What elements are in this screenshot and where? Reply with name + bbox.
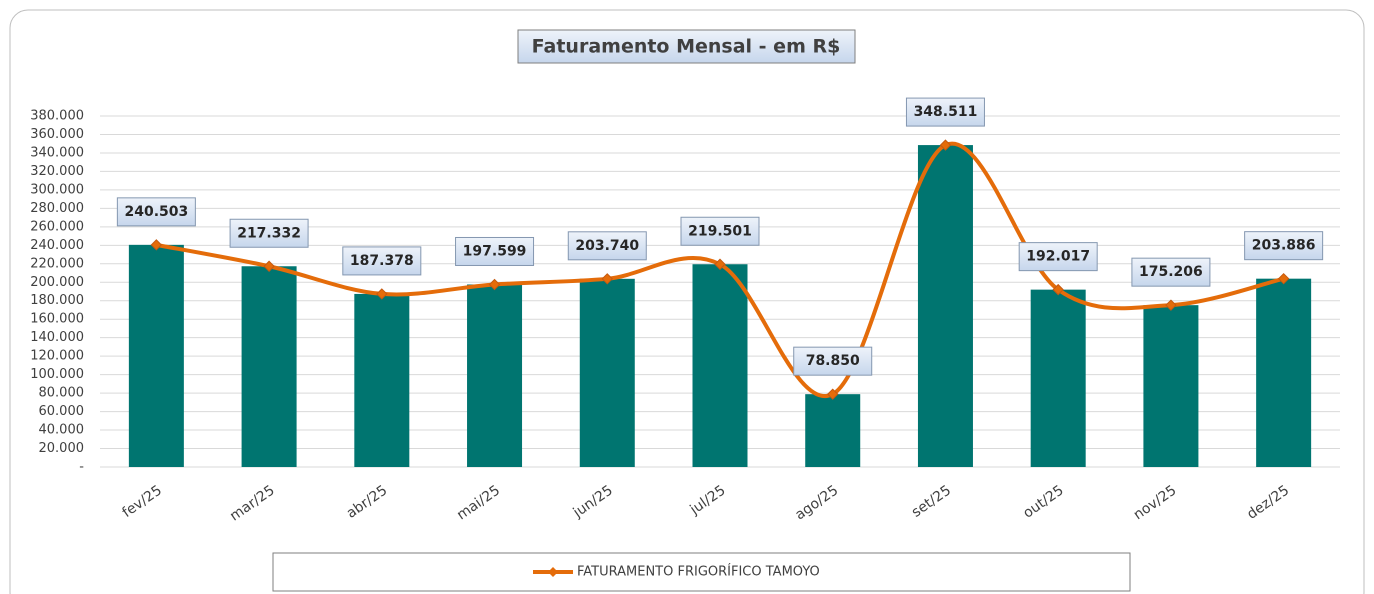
marker — [263, 260, 275, 272]
y-tick-label: 140.000 — [30, 330, 84, 345]
bar — [1256, 278, 1312, 467]
value-label-box — [567, 231, 647, 261]
marker — [1277, 272, 1290, 285]
value-label: 78.850 — [806, 353, 860, 369]
bar — [354, 293, 410, 467]
y-tick-label: - — [79, 460, 84, 475]
y-tick-label: 60.000 — [39, 404, 85, 419]
y-tick-label: 160.000 — [30, 312, 84, 327]
value-label: 192.017 — [1026, 249, 1090, 265]
value-label-box — [793, 346, 873, 376]
legend-label: FATURAMENTO FRIGORÍFICO TAMOYO — [577, 564, 820, 580]
y-tick-label: 320.000 — [30, 164, 84, 179]
marker — [150, 239, 163, 251]
y-tick-label: 240.000 — [30, 238, 84, 253]
value-label: 197.599 — [463, 243, 527, 259]
marker — [939, 139, 952, 151]
value-label-box — [229, 218, 309, 248]
bar — [805, 394, 861, 467]
legend-marker — [548, 567, 558, 577]
value-label-box — [116, 197, 196, 227]
y-tick-label: 260.000 — [30, 219, 84, 234]
legend-box — [272, 552, 1131, 592]
bar — [579, 278, 635, 467]
y-tick-label: 40.000 — [39, 423, 85, 438]
bar — [1030, 289, 1086, 467]
marker — [601, 273, 613, 285]
y-tick-label: 120.000 — [30, 349, 84, 364]
value-label: 217.332 — [237, 225, 301, 241]
y-tick-label: 220.000 — [30, 256, 84, 271]
marker — [1052, 283, 1064, 296]
y-tick-label: 200.000 — [30, 275, 84, 290]
y-tick-label: 180.000 — [30, 293, 84, 308]
y-tick-label: 100.000 — [30, 367, 84, 382]
value-label: 187.378 — [350, 253, 414, 269]
marker — [714, 258, 726, 270]
marker — [827, 388, 839, 400]
value-label-box — [1018, 242, 1098, 272]
value-label-box — [905, 97, 985, 127]
y-tick-label: 20.000 — [39, 441, 85, 456]
value-label-box — [342, 246, 422, 276]
y-tick-label: 340.000 — [30, 145, 84, 160]
bar — [128, 244, 184, 467]
value-label-box — [1244, 231, 1324, 261]
title-box — [517, 29, 856, 64]
marker — [488, 278, 501, 291]
marker — [376, 288, 388, 300]
y-tick-label: 300.000 — [30, 182, 84, 197]
value-label: 175.206 — [1139, 264, 1203, 280]
value-label: 240.503 — [124, 204, 188, 220]
value-label-box — [1131, 257, 1211, 287]
y-tick-label: 380.000 — [30, 109, 84, 124]
y-tick-label: 280.000 — [30, 201, 84, 216]
y-tick-label: 80.000 — [39, 386, 85, 401]
marker — [1165, 299, 1177, 311]
bar — [692, 264, 748, 467]
value-label: 203.886 — [1252, 238, 1316, 254]
value-label: 348.511 — [914, 104, 978, 120]
bar — [917, 145, 973, 468]
bar — [467, 284, 523, 467]
chart-frame — [9, 9, 1365, 594]
value-label-box — [680, 216, 760, 246]
bar — [241, 266, 297, 467]
chart-title: Faturamento Mensal - em R$ — [532, 36, 841, 58]
y-tick-label: 360.000 — [30, 127, 84, 142]
bar — [1143, 305, 1199, 467]
value-label: 219.501 — [688, 223, 752, 239]
value-label: 203.740 — [575, 238, 639, 254]
value-label-box — [455, 236, 535, 266]
